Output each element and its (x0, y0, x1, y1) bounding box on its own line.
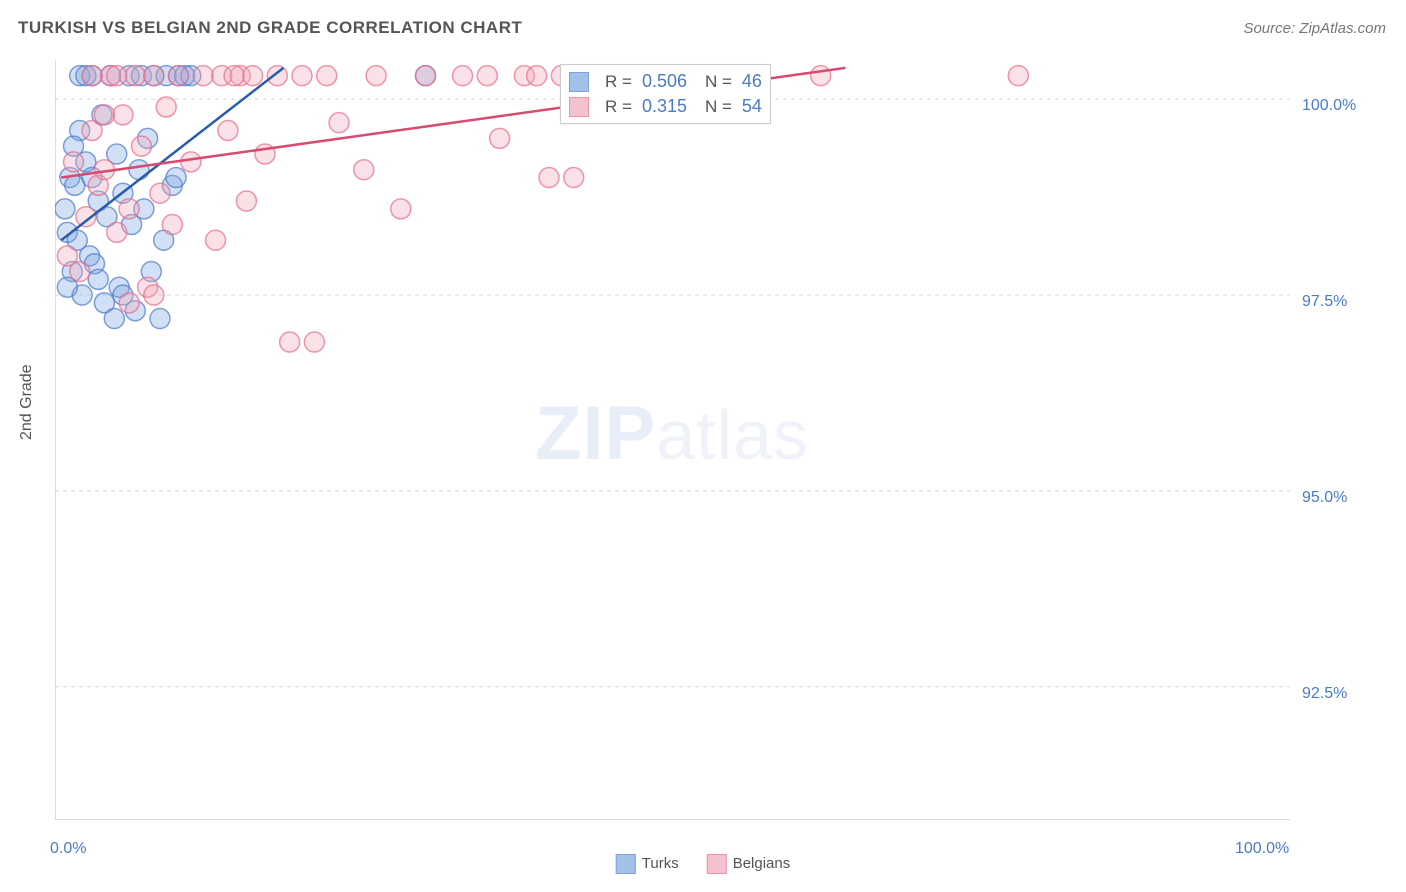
bottom-legend: Turks Belgians (616, 854, 791, 874)
stats-row: R = 0.315 N = 54 (569, 94, 762, 119)
y-axis-label: 2nd Grade (18, 364, 36, 440)
x-tick-label: 0.0% (50, 840, 86, 858)
x-tick-label: 100.0% (1235, 840, 1289, 858)
y-tick-label: 100.0% (1302, 97, 1356, 115)
legend-item: Turks (616, 854, 679, 874)
stats-n-value: 46 (742, 71, 762, 92)
y-tick-label: 95.0% (1302, 489, 1347, 507)
stats-n-value: 54 (742, 96, 762, 117)
stats-r-label: R = (605, 72, 632, 92)
y-tick-label: 97.5% (1302, 293, 1347, 311)
stats-r-value: 0.315 (642, 96, 687, 117)
chart-title: TURKISH VS BELGIAN 2ND GRADE CORRELATION… (18, 18, 522, 38)
legend-swatch (569, 72, 589, 92)
legend-swatch (569, 97, 589, 117)
legend-label: Belgians (733, 855, 791, 872)
y-tick-label: 92.5% (1302, 685, 1347, 703)
source-attribution: Source: ZipAtlas.com (1243, 20, 1386, 37)
legend-swatch (707, 854, 727, 874)
legend-label: Turks (642, 855, 679, 872)
stats-r-label: R = (605, 97, 632, 117)
stats-r-value: 0.506 (642, 71, 687, 92)
plot-area: ZIPatlas R =0.506N =46R =0.315N =54 (55, 60, 1290, 820)
stats-n-label: N = (705, 97, 732, 117)
scatter-chart-svg (55, 60, 1290, 820)
correlation-stats-box: R = 0.506 N = 46 R = 0.315 N = 54 (560, 64, 771, 124)
legend-swatch (616, 854, 636, 874)
legend-item: Belgians (707, 854, 791, 874)
stats-n-label: N = (705, 72, 732, 92)
stats-row: R = 0.506 N = 46 (569, 69, 762, 94)
